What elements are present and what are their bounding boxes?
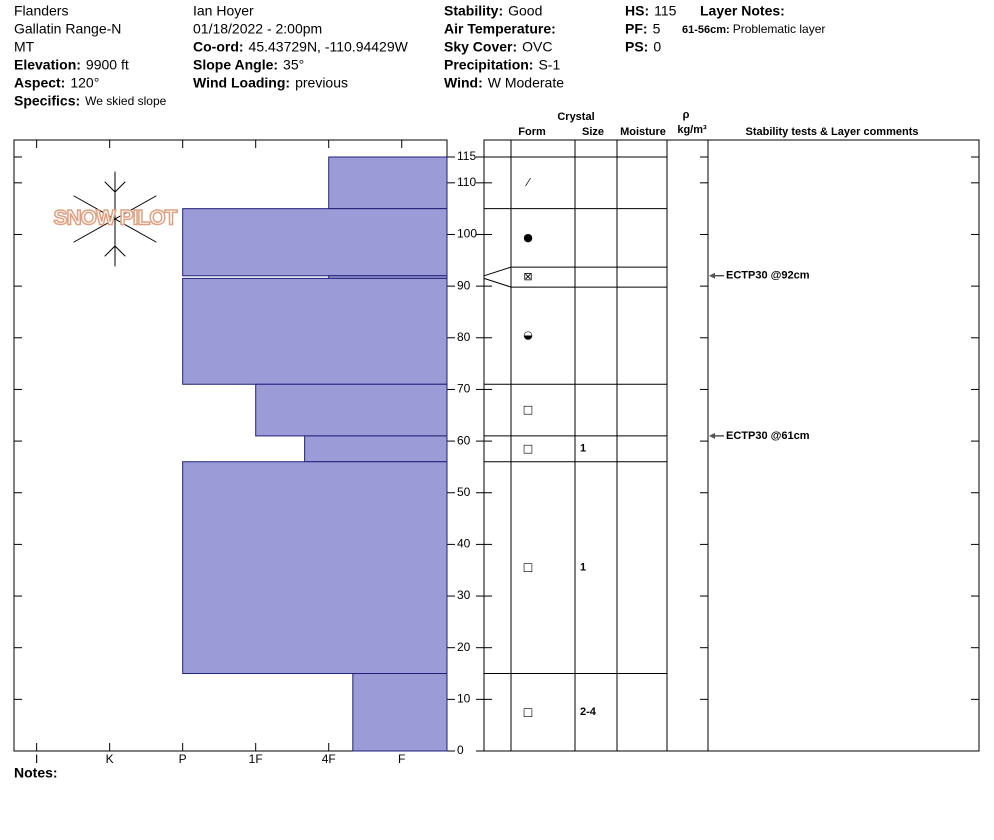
column-header: kg/m³: [677, 124, 707, 136]
y-tick-label: 50: [457, 485, 471, 499]
header-text: Ian Hoyer: [193, 3, 254, 19]
header-value: OVC: [522, 39, 552, 55]
layer-connector: [483, 266, 512, 277]
arrow-head: [709, 432, 715, 439]
header-value: 115: [654, 3, 677, 19]
y-tick-label: 110: [457, 175, 476, 189]
header-value: 120°: [70, 75, 99, 91]
header-text: MT: [14, 39, 35, 55]
x-tick-label: P: [179, 752, 187, 766]
grain-form: ⊠: [523, 270, 532, 283]
x-tick-label: I: [35, 752, 38, 766]
header-value: Good: [508, 3, 542, 19]
header-label: PF:: [625, 21, 648, 37]
hardness-bar: [304, 435, 448, 463]
arrow-head: [709, 272, 715, 279]
y-tick-label: 0: [457, 743, 464, 757]
grain-form: ◒: [523, 329, 533, 342]
hardness-bar: [328, 156, 448, 210]
header-text: 01/18/2022 - 2:00pm: [193, 21, 322, 37]
header-label: Co-ord:: [193, 39, 244, 55]
header-label: Wind Loading:: [193, 75, 290, 91]
y-tick-label: 115: [457, 149, 476, 163]
y-tick-label: 80: [457, 330, 471, 344]
header-value: We skied slope: [85, 94, 166, 108]
header-value: Problematic layer: [733, 22, 826, 36]
header-label: Specifics:: [14, 93, 80, 109]
hardness-bar: [352, 673, 448, 752]
grain-form: ⁄: [524, 176, 531, 189]
y-tick-label: 40: [457, 537, 471, 551]
header-value: 5: [653, 21, 661, 37]
header-label: 61-56cm:: [682, 24, 730, 36]
header-label: Layer Notes:: [700, 3, 785, 19]
grain-size: 1: [580, 562, 586, 574]
header-value: 45.43729N, -110.94429W: [249, 39, 409, 55]
y-tick-label: 70: [457, 382, 471, 396]
hardness-bar: [182, 208, 448, 277]
header-label: Aspect:: [14, 75, 65, 91]
logo: [73, 171, 157, 267]
hardness-bar: [255, 383, 448, 437]
column-header: Stability tests & Layer comments: [745, 126, 918, 138]
column-header: Form: [518, 126, 546, 138]
logo-text: SNOW PILOT: [54, 207, 178, 230]
y-tick-label: 10: [457, 692, 471, 706]
column-header: ρ: [683, 109, 690, 121]
grain-form: □: [523, 705, 533, 718]
y-tick-label: 30: [457, 588, 471, 602]
hardness-bar: [182, 277, 448, 385]
content: Flanders Gallatin Range-N MT Elevation: 9900…: [14, 3, 979, 781]
y-tick-label: 90: [457, 278, 471, 292]
grain-form: □: [523, 561, 533, 574]
grain-form: □: [523, 442, 533, 455]
y-tick-label: 60: [457, 433, 471, 447]
stability-test: ECTP30 @61cm: [726, 430, 810, 442]
column-header: Moisture: [620, 126, 666, 138]
header-label: Precipitation:: [444, 57, 533, 73]
stability-test: ECTP30 @92cm: [726, 270, 810, 282]
grain-form: ●: [523, 231, 533, 244]
header-value: 35°: [283, 57, 304, 73]
grain-size: 2-4: [580, 706, 597, 718]
y-tick-label: 20: [457, 640, 471, 654]
table-frame: [483, 139, 980, 752]
header-value: W Moderate: [488, 75, 564, 91]
x-tick-label: 1F: [249, 752, 263, 766]
header-label: Slope Angle:: [193, 57, 278, 73]
header-label: PS:: [625, 39, 648, 55]
grain-form: □: [523, 403, 533, 416]
header-label: Wind:: [444, 75, 483, 91]
x-tick-label: K: [106, 752, 114, 766]
header-label: HS:: [625, 3, 649, 19]
column-header: Crystal: [557, 111, 594, 123]
notes-label: Notes:: [14, 765, 58, 781]
header-label: Stability:: [444, 3, 503, 19]
x-tick-label: 4F: [322, 752, 336, 766]
column-header: Size: [582, 126, 604, 138]
header-value: S-1: [538, 57, 560, 73]
header-value: previous: [295, 75, 348, 91]
grain-size: 1: [580, 443, 586, 455]
header-text: Gallatin Range-N: [14, 21, 121, 37]
header-value: 0: [653, 39, 661, 55]
layer-connector: [483, 277, 512, 288]
y-tick-label: 100: [457, 227, 477, 241]
header-text: Flanders: [14, 3, 68, 19]
header-label: Sky Cover:: [444, 39, 517, 55]
header-value: 9900 ft: [86, 57, 129, 73]
header-label: Elevation:: [14, 57, 81, 73]
hardness-bar: [182, 461, 448, 675]
x-tick-label: F: [398, 752, 405, 766]
header-label: Air Temperature:: [444, 21, 556, 37]
